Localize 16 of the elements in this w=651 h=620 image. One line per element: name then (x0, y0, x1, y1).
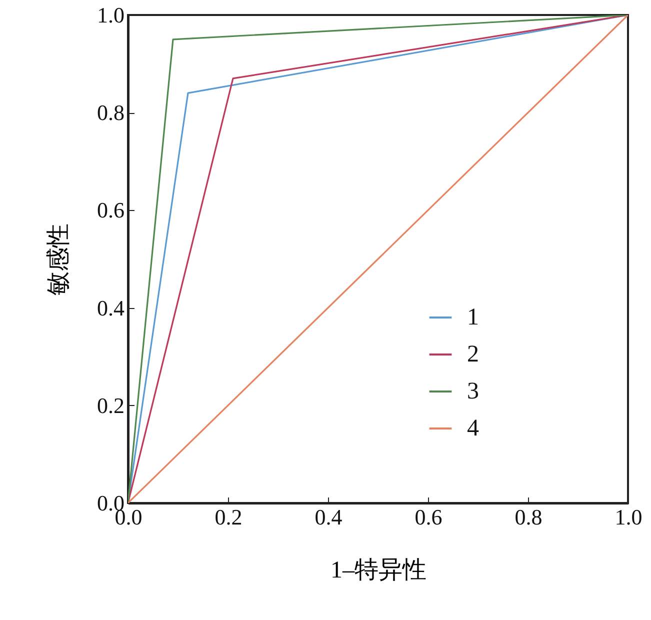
y-tick-label: 0.4 (97, 295, 124, 320)
legend-label: 1 (467, 304, 479, 330)
x-tick-label: 0.2 (214, 504, 242, 530)
x-tick-label: 0.6 (414, 504, 442, 530)
x-axis-title: 1–特异性 (330, 558, 426, 584)
legend-label: 2 (467, 342, 479, 368)
y-tick-label: 0.2 (97, 392, 124, 418)
x-tick-label: 0.4 (314, 504, 342, 530)
x-tick-label: 0.8 (514, 504, 542, 530)
legend-label: 3 (467, 378, 479, 404)
y-tick-label: 0.8 (97, 100, 124, 126)
y-axis-title: 敏感性 (46, 224, 72, 296)
legend-label: 4 (467, 416, 479, 442)
x-tick-label: 1.0 (614, 504, 642, 530)
y-tick-label: 1.0 (97, 2, 124, 28)
y-tick-label: 0.6 (97, 198, 124, 223)
